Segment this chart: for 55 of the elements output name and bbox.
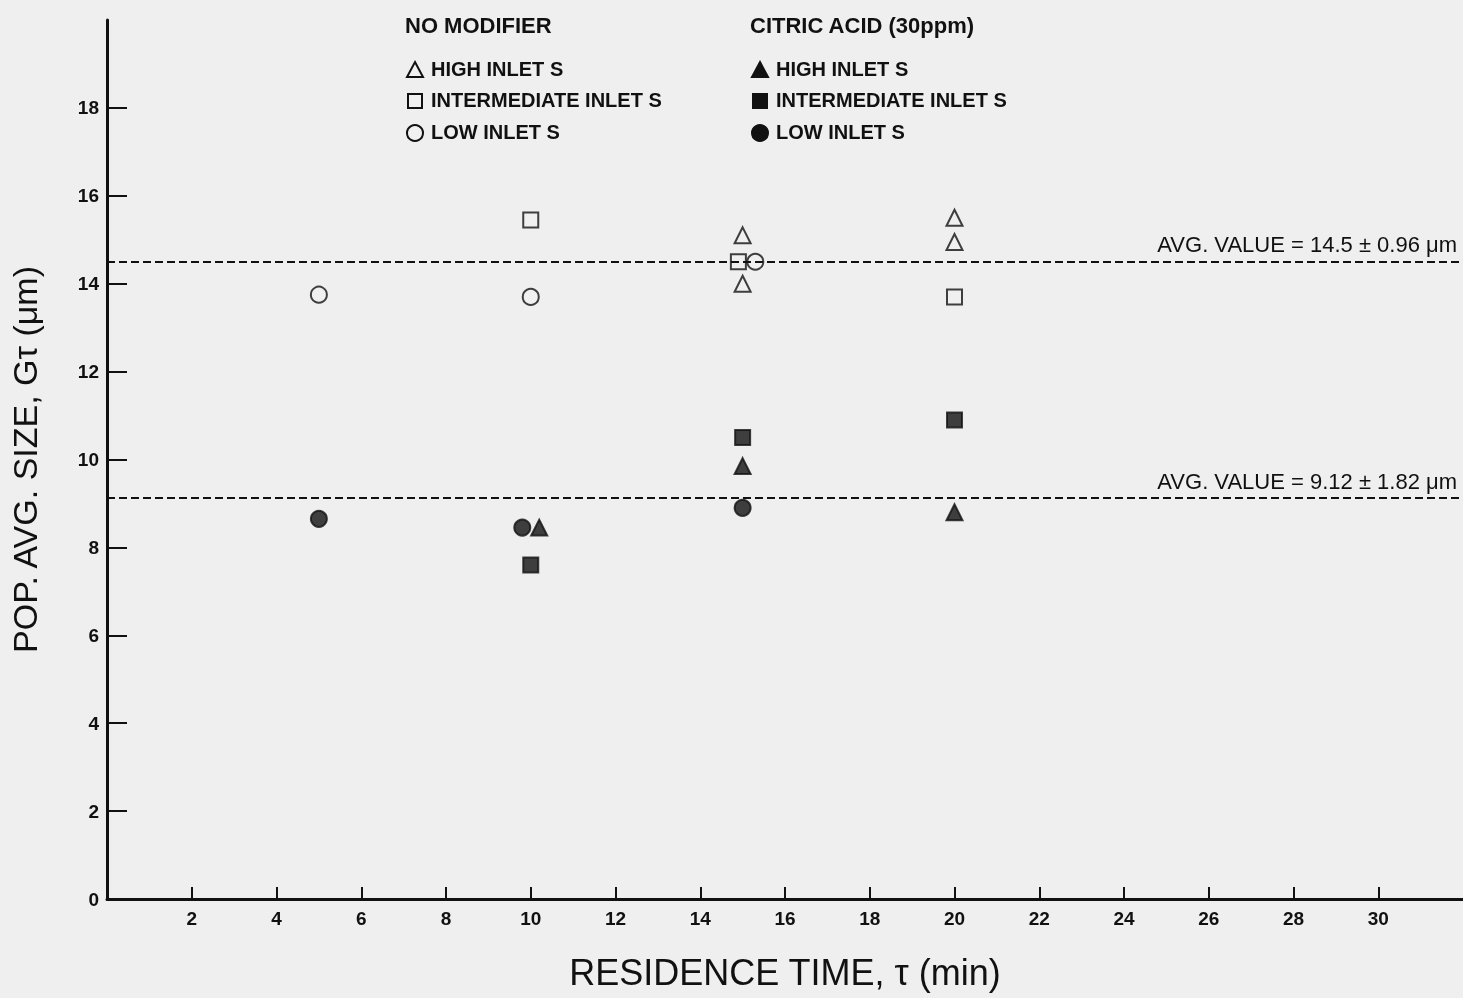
point bbox=[733, 498, 752, 517]
ref-line-label: AVG. VALUE = 14.5 ± 0.96 μm bbox=[1157, 232, 1457, 258]
y-tick-label: 16 bbox=[77, 185, 99, 207]
x-tick-label: 8 bbox=[440, 908, 452, 929]
x-tick-label: 22 bbox=[1028, 908, 1050, 929]
point bbox=[521, 287, 540, 306]
point bbox=[946, 288, 963, 306]
x-tick-label: 14 bbox=[689, 908, 712, 929]
ref-line-label: AVG. VALUE = 9.12 ± 1.82 μm bbox=[1157, 468, 1457, 494]
point bbox=[945, 208, 964, 227]
legend-label: INTERMEDIATE INLET S bbox=[431, 89, 662, 111]
point bbox=[522, 556, 540, 574]
legend-label: LOW INLET S bbox=[431, 121, 560, 143]
point bbox=[513, 518, 532, 537]
x-tick-label: 26 bbox=[1198, 908, 1220, 929]
legend-label: HIGH INLET S bbox=[776, 58, 909, 80]
y-tick-label: 10 bbox=[77, 449, 99, 470]
y-axis-title: POP. AVG. SIZE, Gτ (μm) bbox=[6, 266, 44, 653]
y-tick-label: 18 bbox=[77, 97, 99, 119]
y-tick-label: 12 bbox=[77, 361, 99, 383]
legend-label: INTERMEDIATE INLET S bbox=[776, 89, 1007, 111]
y-tick-label: 0 bbox=[88, 888, 99, 910]
point bbox=[733, 457, 752, 476]
annotation: NO MODIFIER bbox=[405, 12, 552, 38]
x-axis-title: RESIDENCE TIME, τ (min) bbox=[569, 951, 1001, 993]
point bbox=[734, 429, 752, 447]
y-tick-label: 2 bbox=[88, 800, 99, 822]
x-tick-label: 10 bbox=[520, 908, 542, 929]
x-tick-label: 2 bbox=[186, 908, 198, 929]
point bbox=[945, 232, 964, 251]
x-tick-label: 24 bbox=[1113, 908, 1135, 929]
point bbox=[733, 226, 752, 245]
legend-label: LOW INLET S bbox=[776, 121, 905, 143]
x-tick-label: 4 bbox=[271, 908, 283, 929]
point bbox=[945, 503, 964, 522]
point bbox=[946, 411, 963, 429]
x-tick-label: 18 bbox=[859, 908, 881, 929]
point bbox=[729, 253, 747, 271]
y-tick-label: 4 bbox=[88, 712, 100, 734]
point bbox=[733, 274, 752, 293]
x-tick-label: 16 bbox=[774, 908, 796, 929]
point bbox=[309, 509, 328, 528]
point bbox=[522, 211, 540, 229]
x-tick-label: 6 bbox=[355, 908, 367, 929]
y-tick-label: 8 bbox=[88, 536, 99, 558]
x-tick-label: 20 bbox=[943, 908, 966, 929]
legend-label: HIGH INLET S bbox=[431, 58, 564, 80]
annotation: CITRIC ACID (30ppm) bbox=[750, 12, 975, 38]
y-tick-label: 6 bbox=[88, 624, 99, 646]
point bbox=[530, 518, 549, 537]
x-tick-label: 12 bbox=[604, 908, 627, 929]
x-tick-label: 28 bbox=[1282, 908, 1305, 929]
x-tick-label: 30 bbox=[1367, 908, 1389, 929]
point bbox=[309, 285, 328, 304]
y-tick-label: 14 bbox=[77, 273, 100, 295]
